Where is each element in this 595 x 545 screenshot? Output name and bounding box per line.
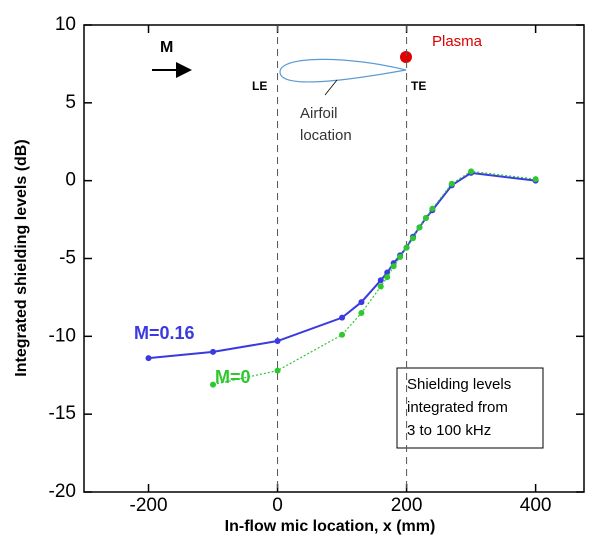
data-point — [403, 244, 410, 251]
airfoil — [279, 58, 407, 83]
data-point — [416, 224, 423, 231]
data-point — [358, 309, 365, 316]
note-text: integrated from — [407, 399, 508, 416]
series-line — [212, 170, 536, 386]
y-tick-label: -20 — [49, 481, 76, 502]
data-point — [145, 355, 152, 362]
y-tick-label: -10 — [49, 325, 76, 346]
le-label: LE — [252, 79, 267, 93]
data-point — [429, 205, 436, 212]
data-point — [339, 331, 346, 338]
airfoil-pointer — [324, 79, 338, 96]
y-tick-label: -15 — [49, 403, 76, 424]
data-point — [358, 299, 365, 306]
data-point — [390, 263, 397, 270]
data-point — [468, 168, 475, 175]
y-tick-label: 5 — [65, 92, 76, 113]
plasma-dot — [400, 51, 412, 63]
data-point — [448, 180, 455, 187]
y-tick-label: 0 — [65, 170, 76, 191]
data-point — [410, 235, 417, 242]
series-line — [148, 171, 536, 360]
series-label: M=0.16 — [134, 323, 195, 343]
data-point — [274, 338, 281, 345]
flow-label: M — [160, 39, 173, 56]
series-label: M=0 — [215, 367, 251, 387]
data-point — [210, 381, 217, 388]
airfoil-label: Airfoil — [300, 105, 338, 122]
y-tick-label: -5 — [59, 248, 76, 269]
note-box — [396, 367, 544, 449]
data-point — [397, 253, 404, 260]
data-point — [377, 283, 384, 290]
x-tick-label: 0 — [272, 495, 283, 516]
y-axis-label: Integrated shielding levels (dB) — [13, 139, 30, 376]
data-point — [274, 367, 281, 374]
y-tick-label: 10 — [55, 14, 76, 35]
x-tick-label: -200 — [130, 495, 168, 516]
x-tick-label: 200 — [391, 495, 423, 516]
data-point — [422, 215, 429, 222]
note-text: 3 to 100 kHz — [407, 422, 491, 439]
x-axis-label: In-flow mic location, x (mm) — [225, 518, 436, 535]
data-point — [377, 277, 384, 284]
te-label: TE — [411, 79, 426, 93]
airfoil-label: location — [300, 127, 352, 144]
x-tick-label: 400 — [520, 495, 552, 516]
data-point — [210, 348, 217, 355]
data-point — [384, 274, 391, 281]
data-point — [532, 176, 539, 183]
plasma-label: Plasma — [432, 33, 483, 50]
note-text: Shielding levels — [407, 376, 511, 393]
data-point — [339, 314, 346, 321]
